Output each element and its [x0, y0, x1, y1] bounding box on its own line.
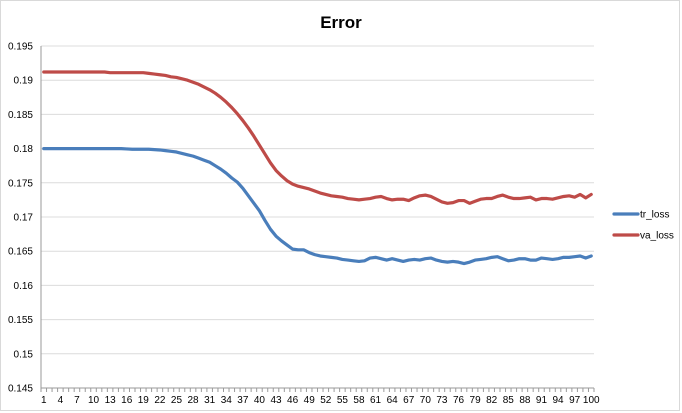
- x-tick-label: 91: [536, 395, 548, 406]
- x-tick-label: 28: [188, 395, 200, 406]
- chart-title: Error: [320, 13, 362, 32]
- x-tick-label: 82: [486, 395, 498, 406]
- legend-label: va_loss: [640, 231, 674, 242]
- x-tick-label: 97: [569, 395, 581, 406]
- x-tick-label: 88: [519, 395, 531, 406]
- x-tick-label: 100: [583, 395, 600, 406]
- x-tick-label: 40: [254, 395, 266, 406]
- x-tick-label: 25: [171, 395, 183, 406]
- x-tick-label: 70: [420, 395, 432, 406]
- x-tick-label: 61: [370, 395, 382, 406]
- axes: [40, 46, 595, 392]
- legend-label: tr_loss: [640, 210, 669, 221]
- x-tick-label: 58: [353, 395, 365, 406]
- x-tick-label: 4: [58, 395, 64, 406]
- y-tick-label: 0.155: [8, 315, 33, 326]
- x-tick-label: 76: [453, 395, 465, 406]
- series-line-tr-loss: [42, 147, 593, 266]
- x-tick-labels: 1 4 7 10 13 16 19 22 25 28 31 34 37 40 43 46 49 52 55 58 61 6…: [41, 395, 600, 406]
- y-tick-labels: 0.145 0.15 0.155 0.16 0.165 0.17 0.175 0.18 0.18…: [8, 42, 33, 395]
- x-tick-label: 31: [204, 395, 216, 406]
- y-tick-label: 0.175: [8, 178, 33, 189]
- y-tick-label: 0.185: [8, 110, 33, 121]
- x-tick-label: 79: [470, 395, 482, 406]
- x-tick-label: 19: [138, 395, 150, 406]
- y-tick-label: 0.145: [8, 384, 33, 395]
- y-tick-label: 0.195: [8, 42, 33, 53]
- y-tick-label: 0.19: [14, 76, 34, 87]
- x-tick-label: 22: [154, 395, 166, 406]
- x-tick-label: 73: [436, 395, 448, 406]
- x-tick-label: 46: [287, 395, 299, 406]
- x-tick-label: 37: [237, 395, 249, 406]
- x-tick-label: 64: [387, 395, 399, 406]
- x-tick-label: 7: [74, 395, 80, 406]
- x-tick-label: 13: [105, 395, 117, 406]
- y-tick-label: 0.15: [14, 349, 34, 360]
- x-tick-label: 52: [320, 395, 332, 406]
- legend: tr_loss va_loss: [612, 210, 674, 242]
- y-tick-label: 0.165: [8, 247, 33, 258]
- x-tick-label: 55: [337, 395, 349, 406]
- y-tick-label: 0.17: [14, 213, 34, 224]
- series-line-va-loss: [42, 70, 593, 205]
- x-tick-label: 43: [270, 395, 282, 406]
- gridlines: [41, 45, 594, 355]
- x-tick-label: 1: [41, 395, 47, 406]
- x-tick-label: 67: [403, 395, 415, 406]
- y-tick-label: 0.18: [14, 144, 34, 155]
- x-tick-label: 16: [121, 395, 133, 406]
- x-tick-label: 94: [552, 395, 564, 406]
- x-tick-label: 49: [304, 395, 316, 406]
- series-lines: [42, 70, 593, 266]
- x-tick-label: 34: [221, 395, 233, 406]
- x-tick-label: 10: [88, 395, 100, 406]
- y-tick-label: 0.16: [14, 281, 34, 292]
- x-tick-label: 85: [503, 395, 515, 406]
